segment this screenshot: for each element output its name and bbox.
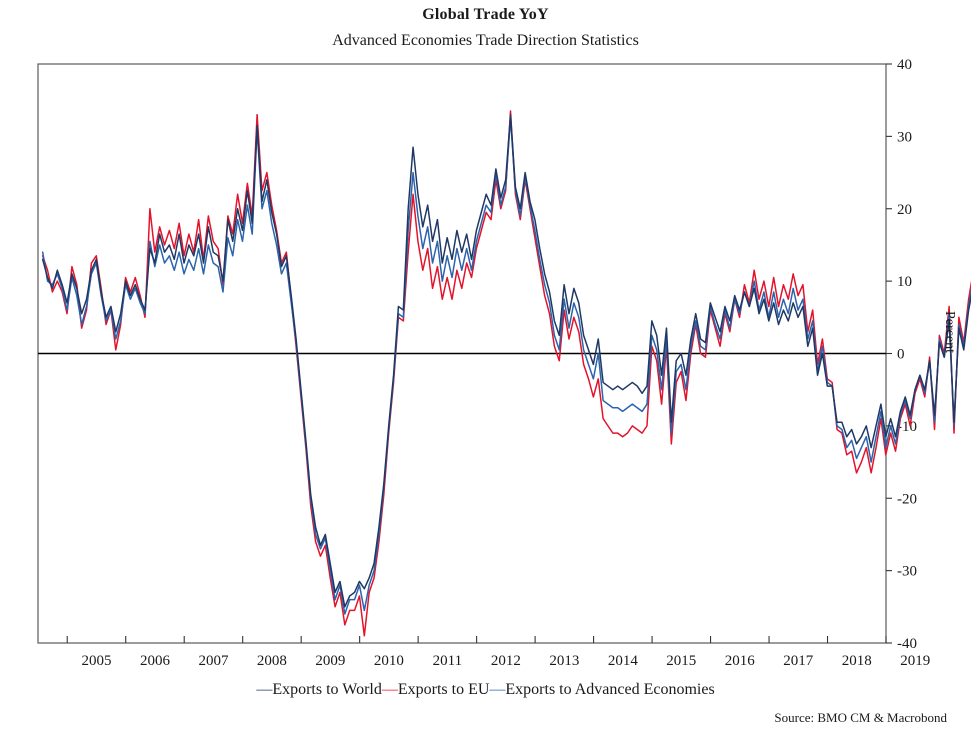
y-axis-tick-label: -10 <box>897 419 917 435</box>
legend-item[interactable]: —Exports to EU <box>382 681 490 699</box>
legend-swatch-icon: — <box>381 681 398 698</box>
x-axis-tick-label: 2007 <box>198 653 229 669</box>
y-axis-tick-label: 20 <box>897 202 912 218</box>
x-axis-tick-label: 2005 <box>81 653 111 669</box>
x-axis-tick-label: 2012 <box>491 653 521 669</box>
x-axis-tick-label: 2006 <box>140 653 171 669</box>
legend-swatch-icon: — <box>256 681 273 698</box>
page-title: Global Trade YoY <box>422 6 549 23</box>
legend-item-label: Exports to Advanced Economies <box>505 681 715 698</box>
series-line <box>41 113 971 608</box>
series-line <box>41 117 971 615</box>
legend-item-label: Exports to World <box>272 681 382 698</box>
legend-item-label: Exports to EU <box>397 681 490 698</box>
y-axis-tick-label: 40 <box>897 57 912 73</box>
x-axis-tick-label: 2016 <box>725 653 756 669</box>
x-axis-tick-label: 2010 <box>374 653 404 669</box>
x-axis-tick-label: 2018 <box>842 653 872 669</box>
y-axis-tick-label: -30 <box>897 564 917 580</box>
legend-swatch-icon: — <box>489 681 506 698</box>
x-axis-tick-label: 2019 <box>900 653 930 669</box>
x-axis-tick-label: 2008 <box>257 653 287 669</box>
x-axis-tick-label: 2015 <box>666 653 696 669</box>
chart-subtitle: Advanced Economies Trade Direction Stati… <box>332 32 639 49</box>
x-axis-tick-label: 2011 <box>433 653 462 669</box>
y-axis-tick-label: -20 <box>897 491 917 507</box>
x-axis-tick-label: 2014 <box>608 653 639 669</box>
series-line <box>41 110 971 637</box>
y-axis-tick-label: 30 <box>897 129 912 145</box>
y-axis-tick-label: -40 <box>897 636 917 652</box>
x-axis-tick-label: 2017 <box>783 653 814 669</box>
x-axis-tick-label: 2013 <box>549 653 579 669</box>
source-note: Source: BMO CM & Macrobond <box>774 710 947 725</box>
chart-legend: —Exports to World—Exports to EU—Exports … <box>0 681 971 699</box>
legend-item[interactable]: —Exports to World <box>256 681 382 699</box>
y-axis-title: Percent <box>941 310 957 353</box>
x-axis-tick-label: 2009 <box>315 653 345 669</box>
y-axis-tick-label: 0 <box>897 347 905 363</box>
legend-item[interactable]: —Exports to Advanced Economies <box>489 681 714 699</box>
y-axis-tick-label: 10 <box>897 274 912 290</box>
